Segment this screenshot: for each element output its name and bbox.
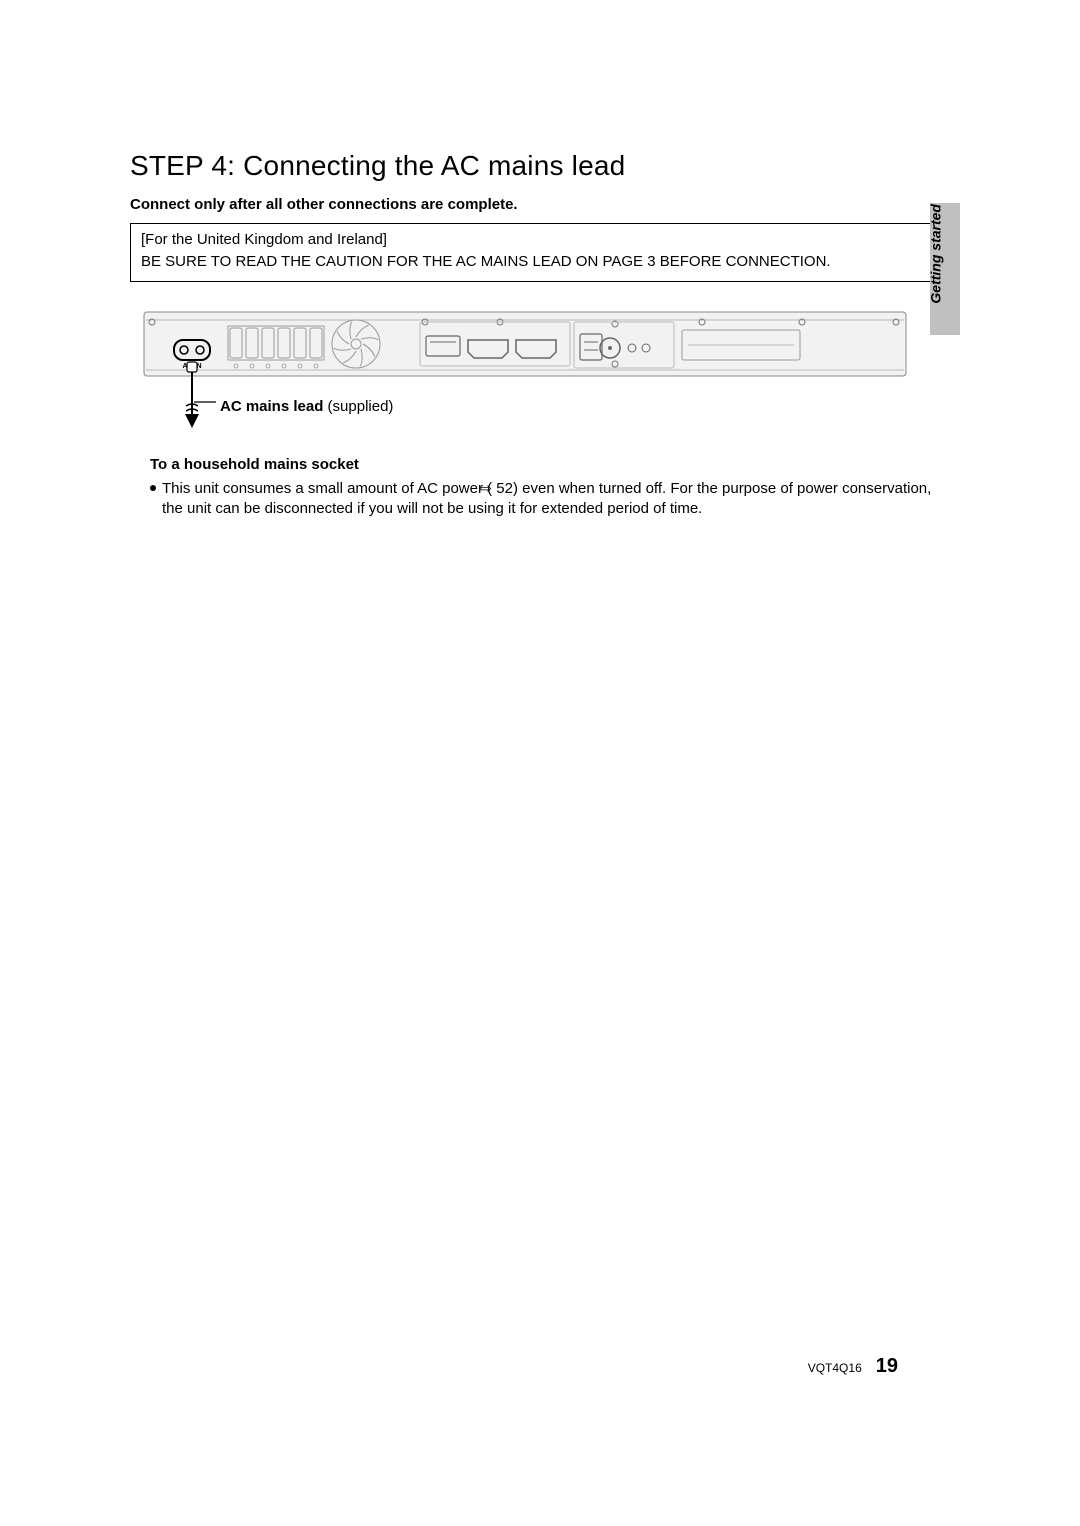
connection-diagram: AC IN AC mains lead (supplied) bbox=[130, 308, 920, 448]
page-subtitle: Connect only after all other connections… bbox=[130, 196, 960, 213]
bullet-icon bbox=[150, 485, 156, 491]
document-number: VQT4Q16 bbox=[808, 1361, 862, 1375]
rear-panel-illustration: AC IN bbox=[130, 308, 920, 448]
ac-mains-lead-label: AC mains lead (supplied) bbox=[220, 398, 393, 415]
page-footer: VQT4Q16 19 bbox=[808, 1355, 898, 1378]
note-text-pre: This unit consumes a small amount of AC … bbox=[162, 480, 492, 497]
page-number: 19 bbox=[876, 1355, 898, 1378]
caution-line-2: BE SURE TO READ THE CAUTION FOR THE AC M… bbox=[141, 252, 931, 272]
section-side-tab-label: Getting started bbox=[928, 204, 944, 304]
page-title: STEP 4: Connecting the AC mains lead bbox=[130, 150, 960, 182]
caution-line-1: [For the United Kingdom and Ireland] bbox=[141, 230, 931, 250]
power-note-paragraph: This unit consumes a small amount of AC … bbox=[150, 479, 942, 520]
target-label: To a household mains socket bbox=[150, 456, 960, 473]
caution-box: [For the United Kingdom and Ireland] BE … bbox=[130, 223, 942, 282]
manual-page: STEP 4: Connecting the AC mains lead Con… bbox=[0, 0, 1080, 1526]
